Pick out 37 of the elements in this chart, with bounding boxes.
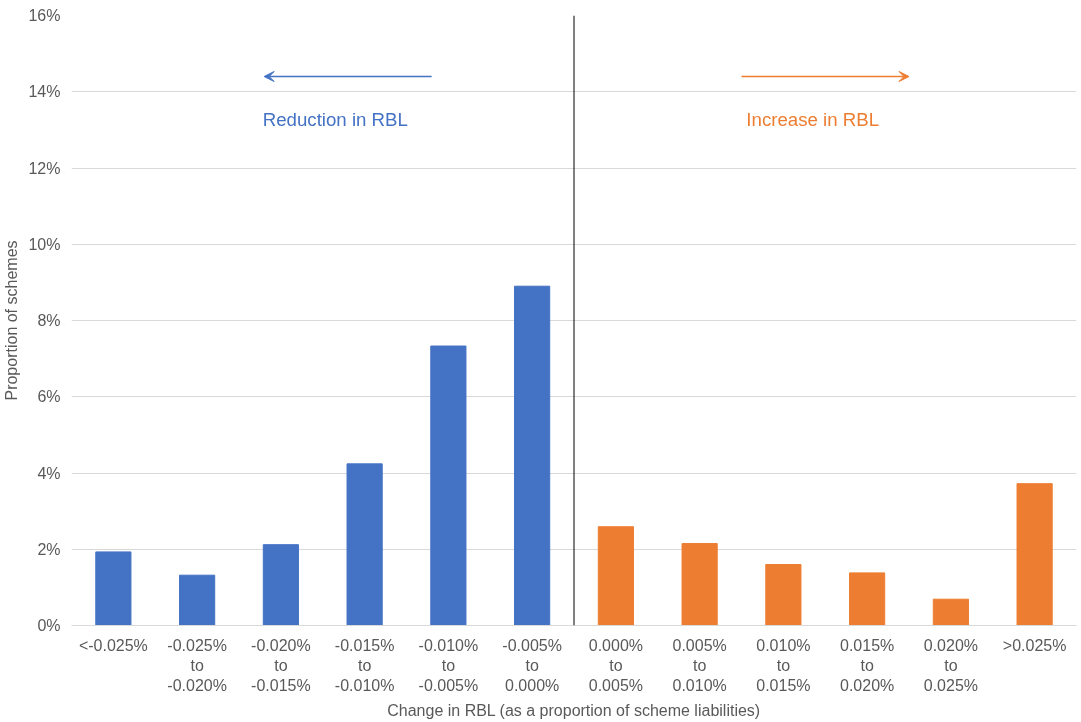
y-tick-label: 4% bbox=[37, 464, 61, 482]
bar bbox=[179, 574, 216, 626]
bar bbox=[765, 564, 802, 626]
y-tick-label: 12% bbox=[28, 159, 61, 177]
y-tick-label: 16% bbox=[28, 7, 61, 24]
bar bbox=[95, 551, 132, 626]
x-tick-label: -0.010% to -0.005% bbox=[418, 636, 479, 695]
bar bbox=[430, 345, 467, 626]
y-tick-label: 14% bbox=[28, 83, 61, 101]
annotation: Increase in RBL bbox=[746, 108, 880, 130]
y-tick-label: 10% bbox=[28, 235, 61, 253]
x-tick-label: 0.005% to 0.010% bbox=[672, 636, 727, 695]
bar bbox=[681, 543, 718, 626]
x-tick-label: 0.010% to 0.015% bbox=[756, 636, 811, 695]
x-tick-label: 0.020% to 0.025% bbox=[923, 636, 979, 695]
bar bbox=[346, 463, 383, 626]
bar bbox=[514, 285, 551, 626]
y-tick-label: 0% bbox=[37, 617, 61, 634]
y-tick-label: 2% bbox=[37, 540, 61, 558]
x-tick-label: -0.015% to -0.010% bbox=[334, 636, 395, 695]
bar bbox=[932, 598, 969, 626]
x-tick-label: 0.000% to 0.005% bbox=[588, 636, 644, 695]
x-tick-label: 0.015% to 0.020% bbox=[839, 636, 895, 695]
x-tick-label: -0.020% to -0.015% bbox=[251, 636, 311, 695]
y-tick-label: 8% bbox=[37, 312, 61, 329]
y-tick-label: 6% bbox=[37, 388, 61, 406]
y-axis-title: Proportion of schemes bbox=[3, 240, 21, 401]
bar bbox=[262, 544, 299, 626]
x-axis-title: Change in RBL (as a proportion of scheme liabilities) bbox=[387, 702, 761, 720]
x-tick-label: >0.025% bbox=[1002, 636, 1067, 654]
x-tick-label: -0.025% to -0.020% bbox=[167, 636, 227, 695]
bar bbox=[597, 526, 634, 626]
annotation: Reduction in RBL bbox=[262, 108, 408, 130]
bar bbox=[849, 572, 886, 626]
bar bbox=[1016, 483, 1053, 626]
x-tick-label: -0.005% to 0.000% bbox=[502, 636, 562, 695]
x-tick-label: <-0.025% bbox=[78, 636, 148, 654]
